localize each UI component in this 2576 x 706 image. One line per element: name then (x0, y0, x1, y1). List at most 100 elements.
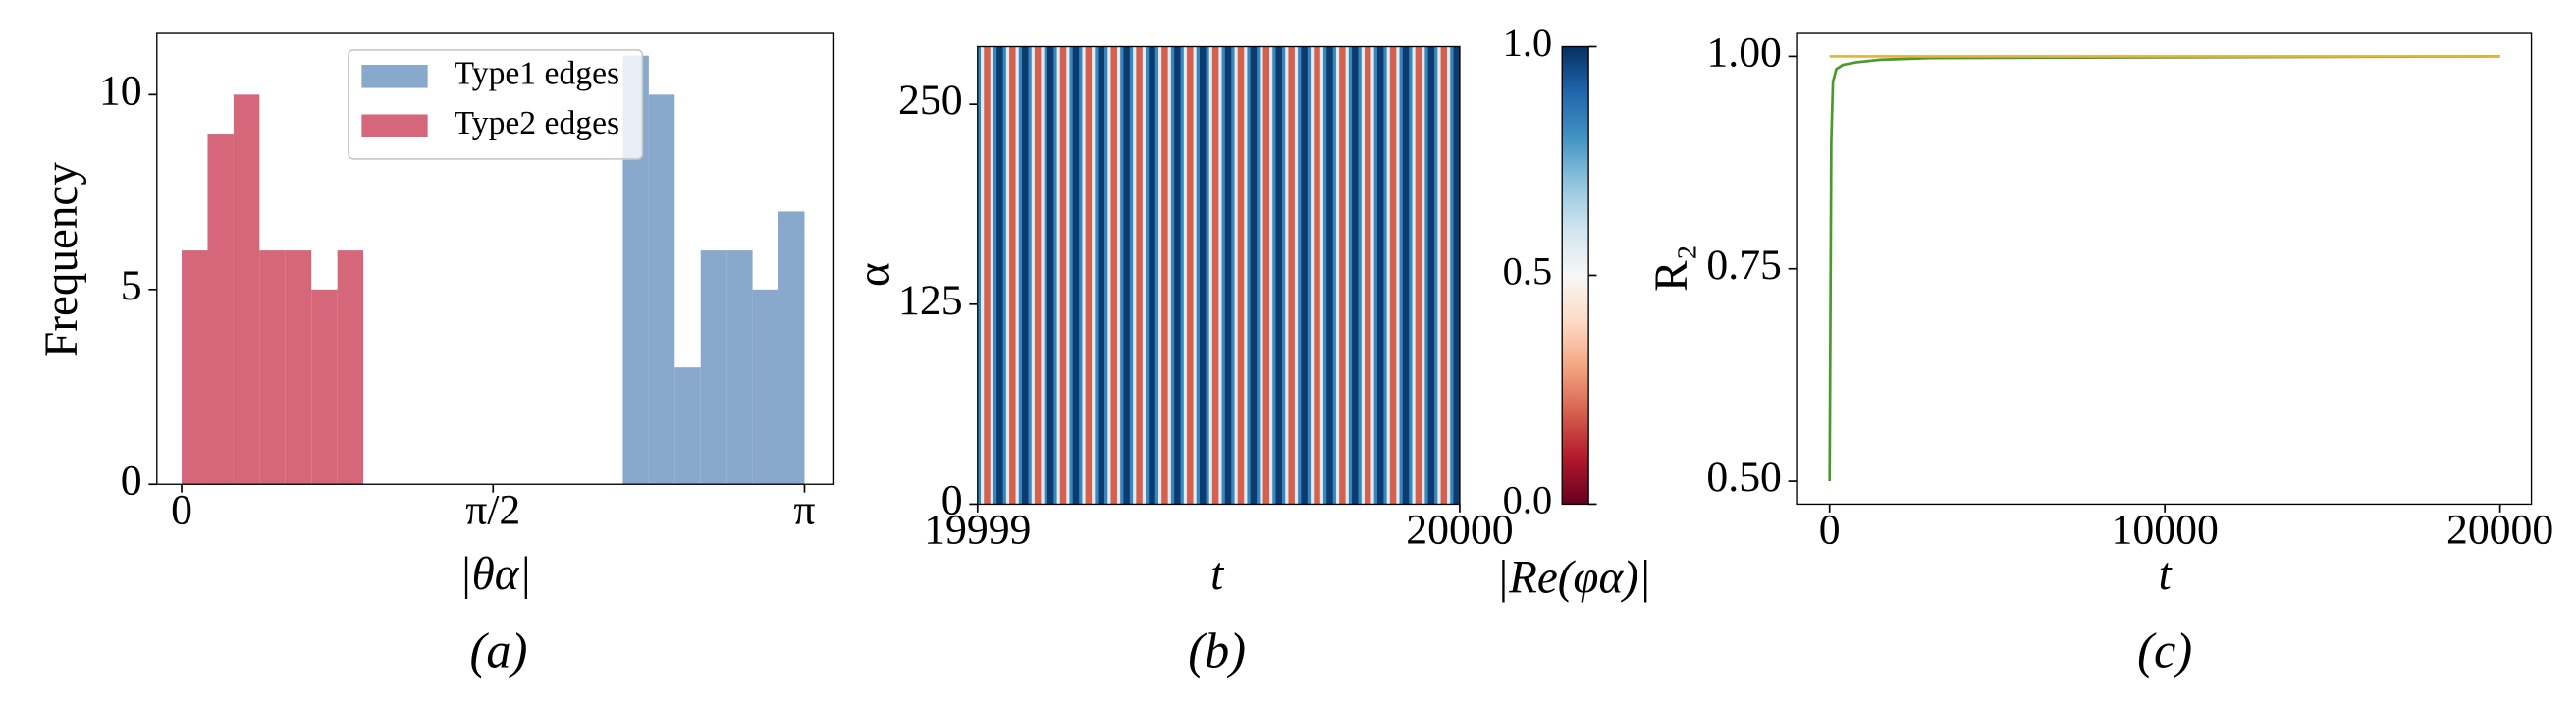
heat-column (1095, 46, 1100, 505)
heat-column (1329, 46, 1334, 505)
heat-column (1066, 46, 1070, 505)
heat-column (1265, 46, 1270, 505)
heat-column (1335, 46, 1340, 505)
panel: Type1 edges Type2 edges 0 π/2 π 0 5 10 |θα| Frequ… (36, 32, 835, 679)
hist-bar (726, 250, 753, 485)
heat-column (1107, 46, 1111, 505)
heat-column (1269, 46, 1273, 505)
y-tick-label: 1.00 (1706, 28, 1782, 76)
axes-frame (977, 45, 1461, 506)
heat-column (1136, 46, 1141, 505)
heat-column (1453, 46, 1458, 505)
heat-column (1044, 46, 1048, 505)
heat-column (1322, 46, 1327, 505)
heat-column (1319, 46, 1324, 505)
x-axis-label: t (2159, 549, 2174, 600)
x-tick-label: 0 (171, 487, 192, 534)
heat-column (1072, 46, 1077, 505)
x-tick-label: 20000 (2446, 507, 2553, 554)
heat-column (987, 46, 992, 505)
heat-column (1430, 46, 1435, 505)
heat-column (1211, 46, 1216, 505)
heat-column (1402, 46, 1407, 505)
hist-bar (674, 367, 701, 485)
heat-column (1389, 46, 1394, 505)
heat-column (981, 46, 985, 505)
hist-bar (207, 134, 234, 485)
heat-column (1412, 46, 1417, 505)
heat-column (1050, 46, 1054, 505)
y-axis-label: α (849, 262, 900, 287)
heat-column (1406, 46, 1410, 505)
heat-column (1275, 46, 1280, 505)
heat-column (1174, 46, 1178, 505)
y-axis-label: R₂ (1646, 244, 1697, 292)
heat-column (1116, 46, 1121, 505)
heat-column (1456, 46, 1461, 505)
heat-column (1285, 46, 1289, 505)
heat-column (1098, 46, 1102, 505)
heat-column (1100, 46, 1105, 505)
y-tick-label: 0 (941, 476, 963, 523)
hist-bar (285, 250, 312, 485)
heat-column (1088, 46, 1093, 505)
heat-column (1247, 46, 1252, 505)
heat-column (1450, 46, 1454, 505)
heat-column (1288, 46, 1293, 505)
hist-bar (233, 94, 260, 485)
heat-column (1409, 46, 1413, 505)
heat-column (1177, 46, 1182, 505)
heat-column (1139, 46, 1144, 505)
heat-column (993, 46, 997, 505)
heat-column (1311, 46, 1315, 505)
heat-column (1180, 46, 1185, 505)
heat-column (1025, 46, 1029, 505)
heat-column (1281, 46, 1286, 505)
hist-bar (700, 250, 727, 485)
x-tick-label: π (793, 487, 815, 534)
heat-column (1056, 46, 1061, 505)
heat-column (1142, 46, 1147, 505)
heat-column (990, 46, 994, 505)
heat-column (1183, 46, 1188, 505)
colorbar-tick-label: 1.0 (1503, 21, 1552, 65)
axes-frame (1796, 32, 2533, 506)
x-tick-label: π/2 (465, 487, 520, 534)
heat-column (1427, 46, 1432, 505)
heat-column (1294, 46, 1299, 505)
heat-column (1149, 46, 1154, 505)
hist-bar (311, 289, 338, 485)
heat-column (1009, 46, 1013, 505)
hist-bar (259, 250, 286, 485)
y-tick-label: 0 (121, 457, 142, 504)
hist-bar (182, 250, 208, 485)
heat-column (1272, 46, 1277, 505)
heat-column (1345, 46, 1350, 505)
heat-column (1022, 46, 1026, 505)
heat-column (1046, 46, 1051, 505)
heat-column (1196, 46, 1201, 505)
heat-column (1167, 46, 1172, 505)
heat-column (1113, 46, 1118, 505)
x-axis-label: |θα| (459, 549, 532, 600)
heat-column (1126, 46, 1131, 505)
heat-column (1038, 46, 1042, 505)
heat-column (1206, 46, 1210, 505)
heat-column (1383, 46, 1388, 505)
heat-column (1370, 46, 1375, 505)
heat-column (1380, 46, 1384, 505)
heat-column (1146, 46, 1150, 505)
heat-column (1059, 46, 1064, 505)
heat-column (1208, 46, 1213, 505)
heat-column (1393, 46, 1397, 505)
y-tick-label: 10 (99, 67, 142, 114)
heat-column (1278, 46, 1283, 505)
heat-column (1234, 46, 1239, 505)
axes-frame (156, 32, 835, 485)
heat-column (1348, 46, 1353, 505)
heat-column (1332, 46, 1337, 505)
heat-column (984, 46, 988, 505)
heat-column (1250, 46, 1255, 505)
line (1828, 55, 2500, 482)
heat-column (1231, 46, 1236, 505)
